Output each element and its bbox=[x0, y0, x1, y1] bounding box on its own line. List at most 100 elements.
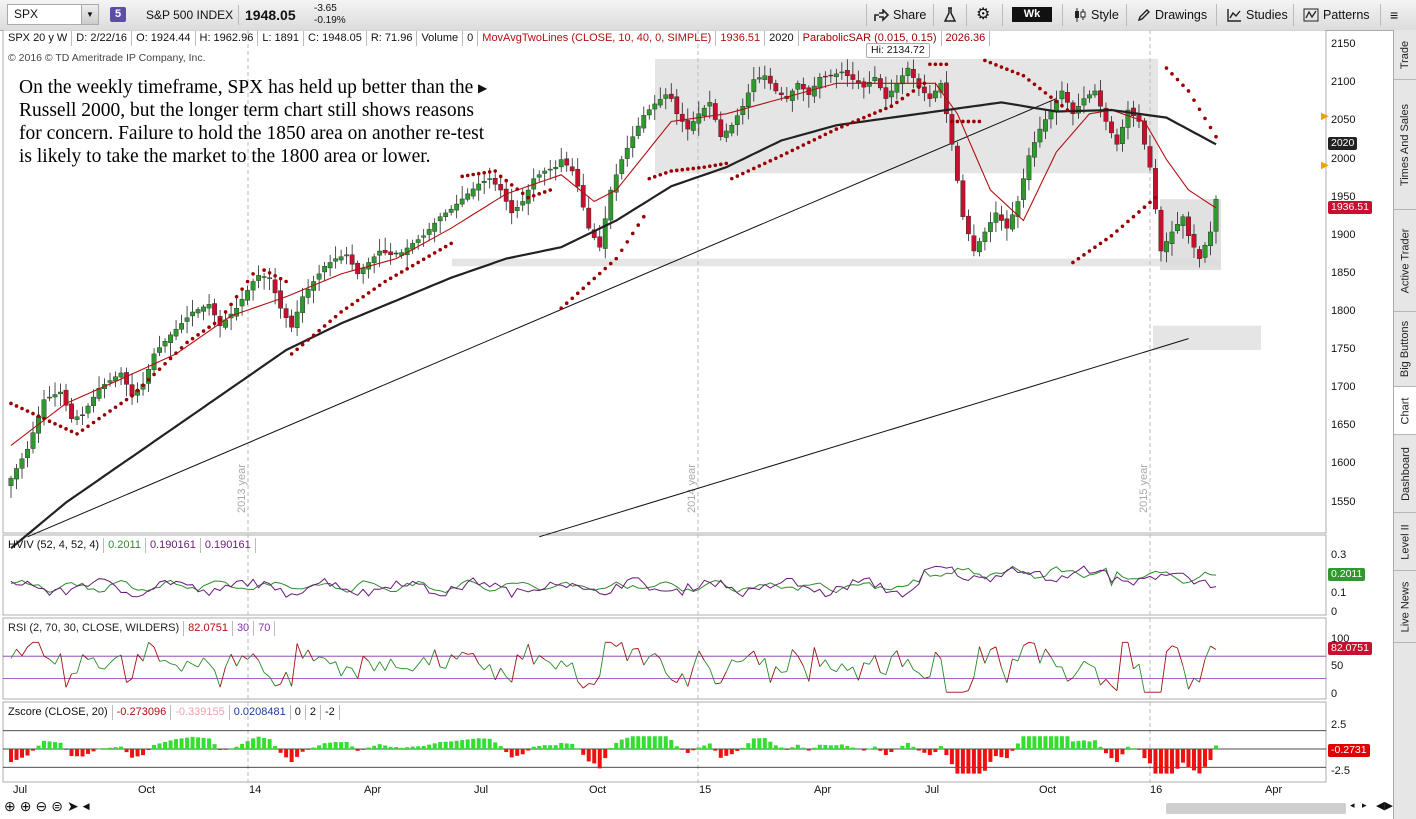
candle-body bbox=[960, 180, 966, 217]
chart-canvas[interactable]: 2013 year 2014 year 2015 year bbox=[0, 30, 1392, 819]
style-button[interactable]: Style bbox=[1073, 4, 1119, 26]
menu-button[interactable]: ≡ bbox=[1390, 4, 1398, 26]
zscore-bar bbox=[966, 749, 971, 774]
toolbar: SPX ▼ 5 S&P 500 INDEX 1948.05 -3.65 -0.1… bbox=[0, 0, 1416, 31]
zscore-bar bbox=[878, 749, 883, 751]
annotation-text[interactable]: On the weekly timeframe, SPX has held up… bbox=[19, 77, 485, 167]
horizontal-scrollbar[interactable] bbox=[1166, 803, 1346, 814]
rsi-segment bbox=[483, 664, 491, 671]
sar-dot bbox=[438, 247, 442, 252]
candle-body bbox=[608, 189, 614, 221]
candle-body bbox=[773, 83, 779, 92]
settings-button[interactable]: ⚙ bbox=[976, 4, 990, 26]
zscore-bar bbox=[779, 747, 784, 749]
header-field: 1936.51 bbox=[716, 31, 766, 46]
drawings-button[interactable]: Drawings bbox=[1137, 4, 1207, 26]
zscore-bar bbox=[350, 746, 355, 749]
sar-dot bbox=[757, 164, 762, 168]
candle-body bbox=[63, 389, 69, 406]
scroll-right-icon[interactable]: ▸ bbox=[1362, 800, 1367, 810]
price-tick-label: 2000 bbox=[1331, 152, 1356, 165]
scroll-left-end-icon[interactable]: ◂ bbox=[1350, 800, 1355, 810]
candle-body bbox=[1026, 155, 1032, 181]
tab-level-ii[interactable]: Level II bbox=[1394, 513, 1416, 571]
tab-big-buttons[interactable]: Big Buttons bbox=[1394, 312, 1416, 387]
zoom-out-icon[interactable]: ⊖ bbox=[35, 798, 48, 814]
zscore-bar bbox=[1191, 749, 1196, 771]
sar-dot bbox=[372, 287, 376, 291]
rsi-segment bbox=[489, 664, 496, 681]
sar-dot bbox=[922, 81, 927, 86]
zscore-bar bbox=[1214, 745, 1218, 749]
rsi-segment bbox=[698, 650, 705, 661]
candle-body bbox=[107, 380, 113, 383]
alert-marker-icon[interactable]: ▶ bbox=[1321, 160, 1329, 172]
tab-live-news[interactable]: Live News bbox=[1394, 571, 1416, 643]
share-button[interactable]: Share bbox=[873, 4, 926, 26]
tab-active-trader[interactable]: Active Trader bbox=[1394, 210, 1416, 312]
zscore-bar bbox=[757, 738, 762, 749]
sar-dot bbox=[1098, 241, 1103, 246]
rsi-segment bbox=[269, 676, 276, 687]
candle-body bbox=[470, 188, 476, 197]
hviv-panel[interactable] bbox=[2, 534, 1327, 616]
candle-body bbox=[1081, 98, 1087, 106]
zscore-bar bbox=[152, 744, 157, 749]
tab-times-and-sales[interactable]: Times And Sales bbox=[1394, 80, 1416, 210]
link-badge[interactable]: 5 bbox=[110, 7, 126, 22]
sar-dot bbox=[680, 167, 685, 172]
sar-dot bbox=[1192, 98, 1196, 102]
sar-dot bbox=[284, 279, 288, 284]
zscore-bar bbox=[812, 747, 817, 749]
expand-icon[interactable]: ◀▶ bbox=[1376, 800, 1393, 812]
tab-dashboard[interactable]: Dashboard bbox=[1394, 435, 1416, 513]
rsi-segment bbox=[65, 673, 72, 688]
zscore-bar bbox=[53, 742, 58, 749]
rsi-segment bbox=[1067, 677, 1074, 682]
sar-dot bbox=[1197, 107, 1202, 112]
pointer-icon[interactable]: ➤ bbox=[66, 798, 79, 814]
rsi-panel[interactable] bbox=[2, 617, 1327, 700]
zscore-bar bbox=[1076, 740, 1081, 749]
sar-dot bbox=[906, 92, 910, 97]
fit-icon[interactable]: ⊜ bbox=[51, 798, 63, 814]
zscore-bar bbox=[328, 742, 333, 749]
sar-dot bbox=[674, 168, 679, 173]
header-field: R: 71.96 bbox=[367, 31, 418, 46]
studies-button[interactable]: Studies bbox=[1226, 4, 1288, 26]
play-arrow-icon[interactable]: ▶ bbox=[478, 81, 488, 95]
rsi-segment bbox=[274, 683, 281, 687]
rsi-segment bbox=[406, 668, 413, 672]
rsi-segment bbox=[462, 651, 468, 655]
rsi-segment bbox=[1033, 643, 1041, 664]
candle-body bbox=[124, 372, 129, 385]
rsi-segment bbox=[593, 675, 601, 685]
zscore-bar bbox=[311, 747, 316, 749]
candle-body bbox=[696, 113, 702, 124]
sar-dot bbox=[559, 306, 564, 310]
zscore-bar bbox=[454, 740, 459, 749]
change-net: -3.65 bbox=[314, 3, 337, 14]
symbol-dropdown-icon[interactable]: ▼ bbox=[81, 5, 98, 24]
symbol-input[interactable]: SPX ▼ bbox=[7, 4, 99, 25]
zscore-header: Zscore (CLOSE, 20) -0.273096 -0.339155 0.02… bbox=[4, 705, 340, 720]
flask-button[interactable] bbox=[943, 4, 957, 26]
rsi-segment bbox=[49, 658, 56, 665]
zoom-in-icon[interactable]: ⊕ bbox=[19, 798, 32, 814]
crosshair-icon[interactable]: ⊕ bbox=[4, 798, 16, 814]
candle-body bbox=[487, 178, 493, 180]
candle-body bbox=[338, 256, 344, 261]
rsi-segment bbox=[98, 667, 105, 670]
rsi-segment bbox=[1089, 664, 1096, 668]
alert-marker-icon[interactable]: ▶ bbox=[1321, 110, 1329, 122]
tab-chart[interactable]: Chart bbox=[1394, 387, 1416, 435]
sar-dot bbox=[405, 266, 409, 271]
sar-dot bbox=[1203, 116, 1207, 121]
patterns-button[interactable]: Patterns bbox=[1303, 4, 1370, 26]
scroll-left-icon[interactable]: ◀ bbox=[82, 801, 90, 811]
rsi-segment bbox=[159, 659, 166, 662]
tab-trade[interactable]: Trade bbox=[1394, 30, 1416, 80]
rsi-segment bbox=[1111, 685, 1118, 692]
rsi-segment bbox=[637, 648, 645, 666]
timeframe-button[interactable]: Wk bbox=[1012, 7, 1052, 22]
